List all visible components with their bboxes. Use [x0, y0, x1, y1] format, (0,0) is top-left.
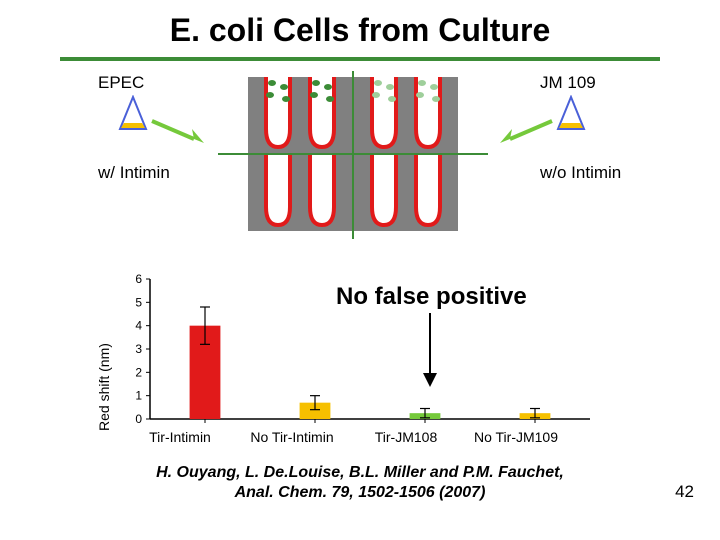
well-top-right: [354, 77, 458, 153]
svg-text:5: 5: [135, 295, 142, 309]
label-with-intimin: w/ Intimin: [98, 163, 170, 183]
svg-text:1: 1: [135, 389, 142, 403]
citation-line2: Anal. Chem. 79, 1502-1506 (2007): [235, 484, 486, 501]
svg-text:4: 4: [135, 319, 142, 333]
diagram-area: EPEC JM 109 w/ Intimin w/o Intimin: [0, 71, 720, 261]
x-tick-3: No Tir-JM109: [466, 429, 566, 445]
svg-text:2: 2: [135, 365, 142, 379]
citation-line1: H. Ouyang, L. De.Louise, B.L. Miller and…: [156, 464, 564, 481]
arrow-down-icon: [418, 311, 446, 391]
x-tick-1: No Tir-Intimin: [242, 429, 342, 445]
slide-title: E. coli Cells from Culture: [0, 0, 720, 49]
arrow-icon: [494, 117, 554, 147]
page-number: 42: [675, 482, 694, 502]
x-tick-0: Tir-Intimin: [130, 429, 230, 445]
flask-icon: [556, 95, 586, 131]
title-underline: [60, 57, 660, 61]
panel-divider-horizontal: [218, 153, 488, 155]
svg-text:0: 0: [135, 412, 142, 426]
well-bottom-right: [354, 155, 458, 231]
citation: H. Ouyang, L. De.Louise, B.L. Miller and…: [0, 463, 720, 503]
svg-text:3: 3: [135, 342, 142, 356]
annotation-no-false-positive: No false positive: [336, 283, 527, 311]
svg-text:6: 6: [135, 272, 142, 286]
label-without-intimin: w/o Intimin: [540, 163, 621, 183]
arrow-icon: [150, 117, 210, 147]
y-axis-label: Red shift (nm): [96, 343, 112, 431]
well-bottom-left: [248, 155, 352, 231]
well-top-left: [248, 77, 352, 153]
panel-divider-vertical: [352, 71, 354, 239]
flask-icon: [118, 95, 148, 131]
label-epec: EPEC: [98, 73, 144, 93]
chart-area: Red shift (nm) 0 1 2 3 4 5 6 No false positive…: [0, 261, 720, 461]
label-jm109: JM 109: [540, 73, 596, 93]
x-tick-2: Tir-JM108: [356, 429, 456, 445]
